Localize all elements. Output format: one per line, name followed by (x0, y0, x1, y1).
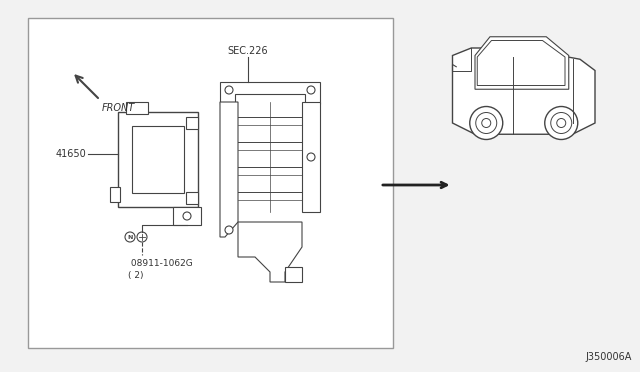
Circle shape (307, 153, 315, 161)
Polygon shape (238, 222, 302, 282)
Bar (132, 126, 184, 193)
Text: FRONT: FRONT (102, 103, 135, 113)
Circle shape (225, 226, 233, 234)
Circle shape (482, 119, 491, 128)
Bar (186, 117, 198, 129)
Polygon shape (452, 48, 595, 134)
Circle shape (470, 106, 503, 140)
Circle shape (183, 212, 191, 220)
Polygon shape (220, 82, 320, 104)
Bar (126, 102, 148, 114)
Circle shape (225, 86, 233, 94)
Text: 08911-1062G
( 2): 08911-1062G ( 2) (128, 259, 193, 280)
Circle shape (557, 119, 566, 128)
Polygon shape (475, 37, 569, 89)
Circle shape (125, 232, 135, 242)
Bar (110, 187, 120, 202)
Circle shape (476, 112, 497, 134)
Circle shape (307, 86, 315, 94)
Text: 41650: 41650 (55, 149, 86, 159)
Polygon shape (285, 267, 302, 282)
Text: J350006A: J350006A (586, 352, 632, 362)
Polygon shape (220, 102, 238, 237)
Bar (173, 207, 201, 225)
Bar (28, 18, 393, 348)
Bar (118, 112, 198, 207)
Circle shape (551, 112, 572, 134)
Polygon shape (302, 102, 320, 212)
Text: N: N (127, 234, 132, 240)
Text: SEC.226: SEC.226 (228, 46, 268, 56)
Circle shape (137, 232, 147, 242)
Circle shape (545, 106, 578, 140)
Bar (186, 192, 198, 204)
Polygon shape (477, 41, 565, 86)
